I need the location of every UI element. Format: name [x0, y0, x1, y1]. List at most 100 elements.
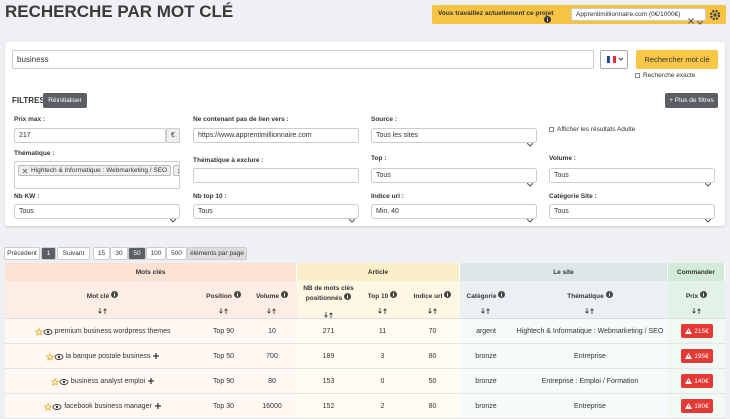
page-size-button[interactable]: 100	[146, 247, 166, 260]
column-header[interactable]: Thématique	[514, 291, 666, 301]
cell-value: Top 30	[212, 403, 235, 410]
sort-icon	[691, 301, 702, 319]
info-icon	[390, 291, 398, 300]
field-label: Volume :	[549, 155, 576, 162]
cell-value: Hightech & Informatique : Webmarketing /…	[516, 328, 664, 335]
page-size-button[interactable]: 30	[110, 247, 128, 260]
search-input[interactable]: business	[12, 50, 594, 69]
column-header-text: Volume	[256, 293, 279, 300]
column-header[interactable]: Prix	[670, 291, 723, 301]
column-header[interactable]: NB de mots clés positionnés	[299, 284, 358, 303]
cell-value: 152	[322, 403, 335, 410]
input[interactable]: https://www.apprentimillionnaire.com	[193, 128, 359, 143]
caret-icon	[526, 134, 534, 152]
field-label: Source :	[371, 116, 398, 123]
cell-value: 16000	[262, 403, 282, 410]
table-cell	[512, 319, 668, 344]
select[interactable]: Tous	[14, 204, 180, 219]
page-size-button[interactable]: 500	[166, 247, 187, 260]
table-cell	[200, 344, 247, 369]
table-cell	[360, 369, 405, 394]
column-header[interactable]: Mot clé	[7, 291, 198, 301]
keyword-icons[interactable]	[45, 352, 64, 361]
previous-button[interactable]: Précédent	[4, 247, 40, 260]
keyword-icons[interactable]	[44, 402, 62, 411]
cell-value: Top 90	[212, 328, 235, 335]
table-cell	[297, 344, 360, 369]
warning-icon	[685, 378, 693, 384]
column-header[interactable]: Position	[202, 291, 245, 301]
table-cell	[405, 344, 460, 369]
language-button[interactable]	[600, 50, 628, 69]
column-header[interactable]: Volume	[249, 291, 295, 301]
column-header[interactable]: Indice url	[407, 291, 458, 301]
page-size-button[interactable]: 15	[93, 247, 110, 260]
column-header-text: Thématique	[567, 293, 604, 300]
keyword: premium business wordpress themes	[54, 328, 171, 335]
exact-label: Recherche exacte	[643, 72, 696, 79]
select[interactable]: Min. 40	[371, 204, 537, 219]
column-header-cell	[247, 281, 297, 319]
group-header: Commander	[668, 263, 725, 281]
column-header[interactable]: Top 10	[362, 291, 403, 301]
cell-value: Entreprise : Emploi / Formation	[541, 378, 639, 385]
table-cell	[512, 369, 668, 394]
column-header[interactable]: Catégorie	[462, 291, 510, 301]
adult-checkbox[interactable]	[549, 127, 554, 132]
table-cell	[360, 319, 405, 344]
price: 215€	[694, 327, 709, 335]
add-icon[interactable]	[153, 352, 160, 361]
field-label: Indice url :	[371, 193, 404, 200]
table-cell	[460, 344, 512, 369]
table-cell	[512, 344, 668, 369]
input[interactable]: 217	[14, 128, 166, 143]
clear-icon[interactable]	[688, 11, 694, 29]
order-button[interactable]: 140€	[681, 374, 713, 388]
page-title: RECHERCHE PAR MOT CLÉ	[5, 2, 234, 21]
project-select[interactable]: Apprentimillionnaire.com (0€/1000€)	[571, 8, 706, 21]
project-label: Vous travaillez actuellement ce projet	[438, 10, 554, 17]
order-button[interactable]: 215€	[681, 324, 713, 338]
group-header: Mots clés	[5, 263, 297, 281]
search-button[interactable]: Rechercher mot clé	[636, 50, 718, 69]
table-cell	[5, 344, 200, 369]
next-button[interactable]: Suivant	[57, 247, 90, 260]
cell-value: 80	[428, 403, 437, 410]
cell-value: 50	[428, 378, 437, 385]
cell-value: 80	[428, 353, 437, 360]
add-icon[interactable]	[154, 402, 161, 411]
page-button[interactable]: 1	[41, 247, 56, 260]
field-label: Thématique à exclure :	[193, 157, 264, 164]
select[interactable]: Tous les sites	[371, 128, 537, 143]
warning-icon	[685, 353, 693, 359]
select[interactable]: Tous	[371, 168, 537, 183]
keyword-cell: premium business wordpress themes	[5, 319, 200, 344]
keyword-icons[interactable]	[34, 327, 53, 336]
tag-box[interactable]: Hightech & Informatique : Webmarketing /…	[14, 161, 180, 189]
settings-icon[interactable]	[709, 8, 721, 26]
add-icon[interactable]	[148, 377, 155, 386]
column-header-cell	[405, 281, 460, 319]
table-cell	[5, 319, 200, 344]
select[interactable]: Tous	[549, 204, 715, 219]
sort-icon	[481, 301, 491, 319]
keyword-icons[interactable]	[50, 377, 69, 386]
page-size-button[interactable]: 50	[128, 247, 146, 260]
order-button[interactable]: 180€	[681, 399, 713, 413]
info-icon	[281, 291, 288, 300]
reset-button[interactable]: Réinitialiser	[43, 93, 87, 108]
tag[interactable]: Hightech & Informatique : Webmarketing /…	[18, 165, 172, 176]
sort-icon	[585, 301, 595, 319]
filters-title: FILTRES	[12, 96, 45, 105]
order-button[interactable]: 195€	[681, 349, 713, 363]
column-header-text: Indice url	[413, 293, 443, 300]
exact-checkbox[interactable]	[635, 73, 640, 78]
info-icon	[111, 291, 119, 300]
tag[interactable]: Entreprise	[173, 165, 179, 176]
select[interactable]: Tous	[549, 168, 715, 183]
select[interactable]: Tous	[193, 204, 359, 219]
input[interactable]	[193, 168, 359, 183]
field-label: Nb top 10 :	[193, 193, 227, 200]
more-filters-button[interactable]: + Plus de filtres	[665, 93, 718, 108]
info-icon	[700, 291, 708, 300]
